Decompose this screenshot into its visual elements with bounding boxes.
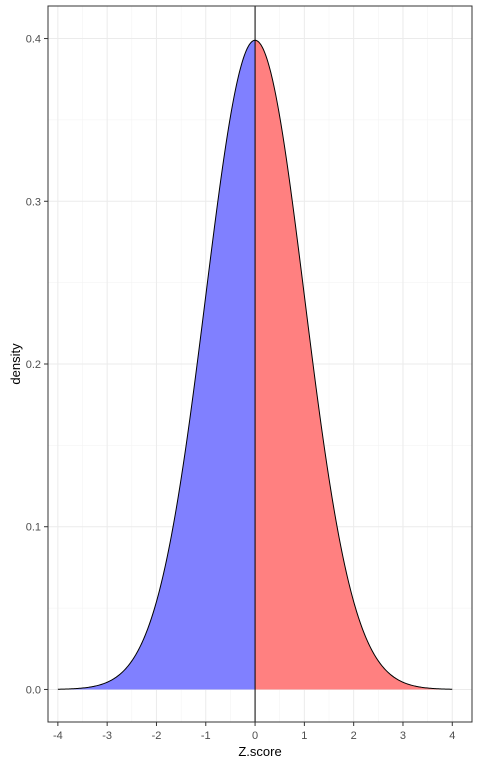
y-tick-label: 0.2 (26, 359, 41, 371)
x-tick-label: 4 (449, 730, 455, 742)
x-tick-label: -4 (53, 730, 63, 742)
y-tick-label: 0.4 (26, 34, 41, 46)
y-tick-label: 0.1 (26, 522, 41, 534)
x-tick-label: 1 (301, 730, 307, 742)
x-tick-label: 0 (252, 730, 258, 742)
area-right-positive (255, 40, 453, 690)
area-left-negative (57, 40, 256, 690)
x-axis: -4 -3 -2 -1 0 1 2 3 4 (53, 722, 455, 742)
x-tick-label: -2 (152, 730, 162, 742)
y-axis: 0.0 0.1 0.2 0.3 0.4 (26, 34, 48, 696)
x-axis-title: Z.score (238, 744, 281, 759)
x-tick-label: -1 (201, 730, 211, 742)
x-tick-label: -3 (102, 730, 112, 742)
x-tick-label: 2 (351, 730, 357, 742)
y-tick-label: 0.0 (26, 684, 41, 696)
x-tick-label: 3 (400, 730, 406, 742)
y-axis-title: density (8, 343, 23, 385)
y-tick-label: 0.3 (26, 196, 41, 208)
